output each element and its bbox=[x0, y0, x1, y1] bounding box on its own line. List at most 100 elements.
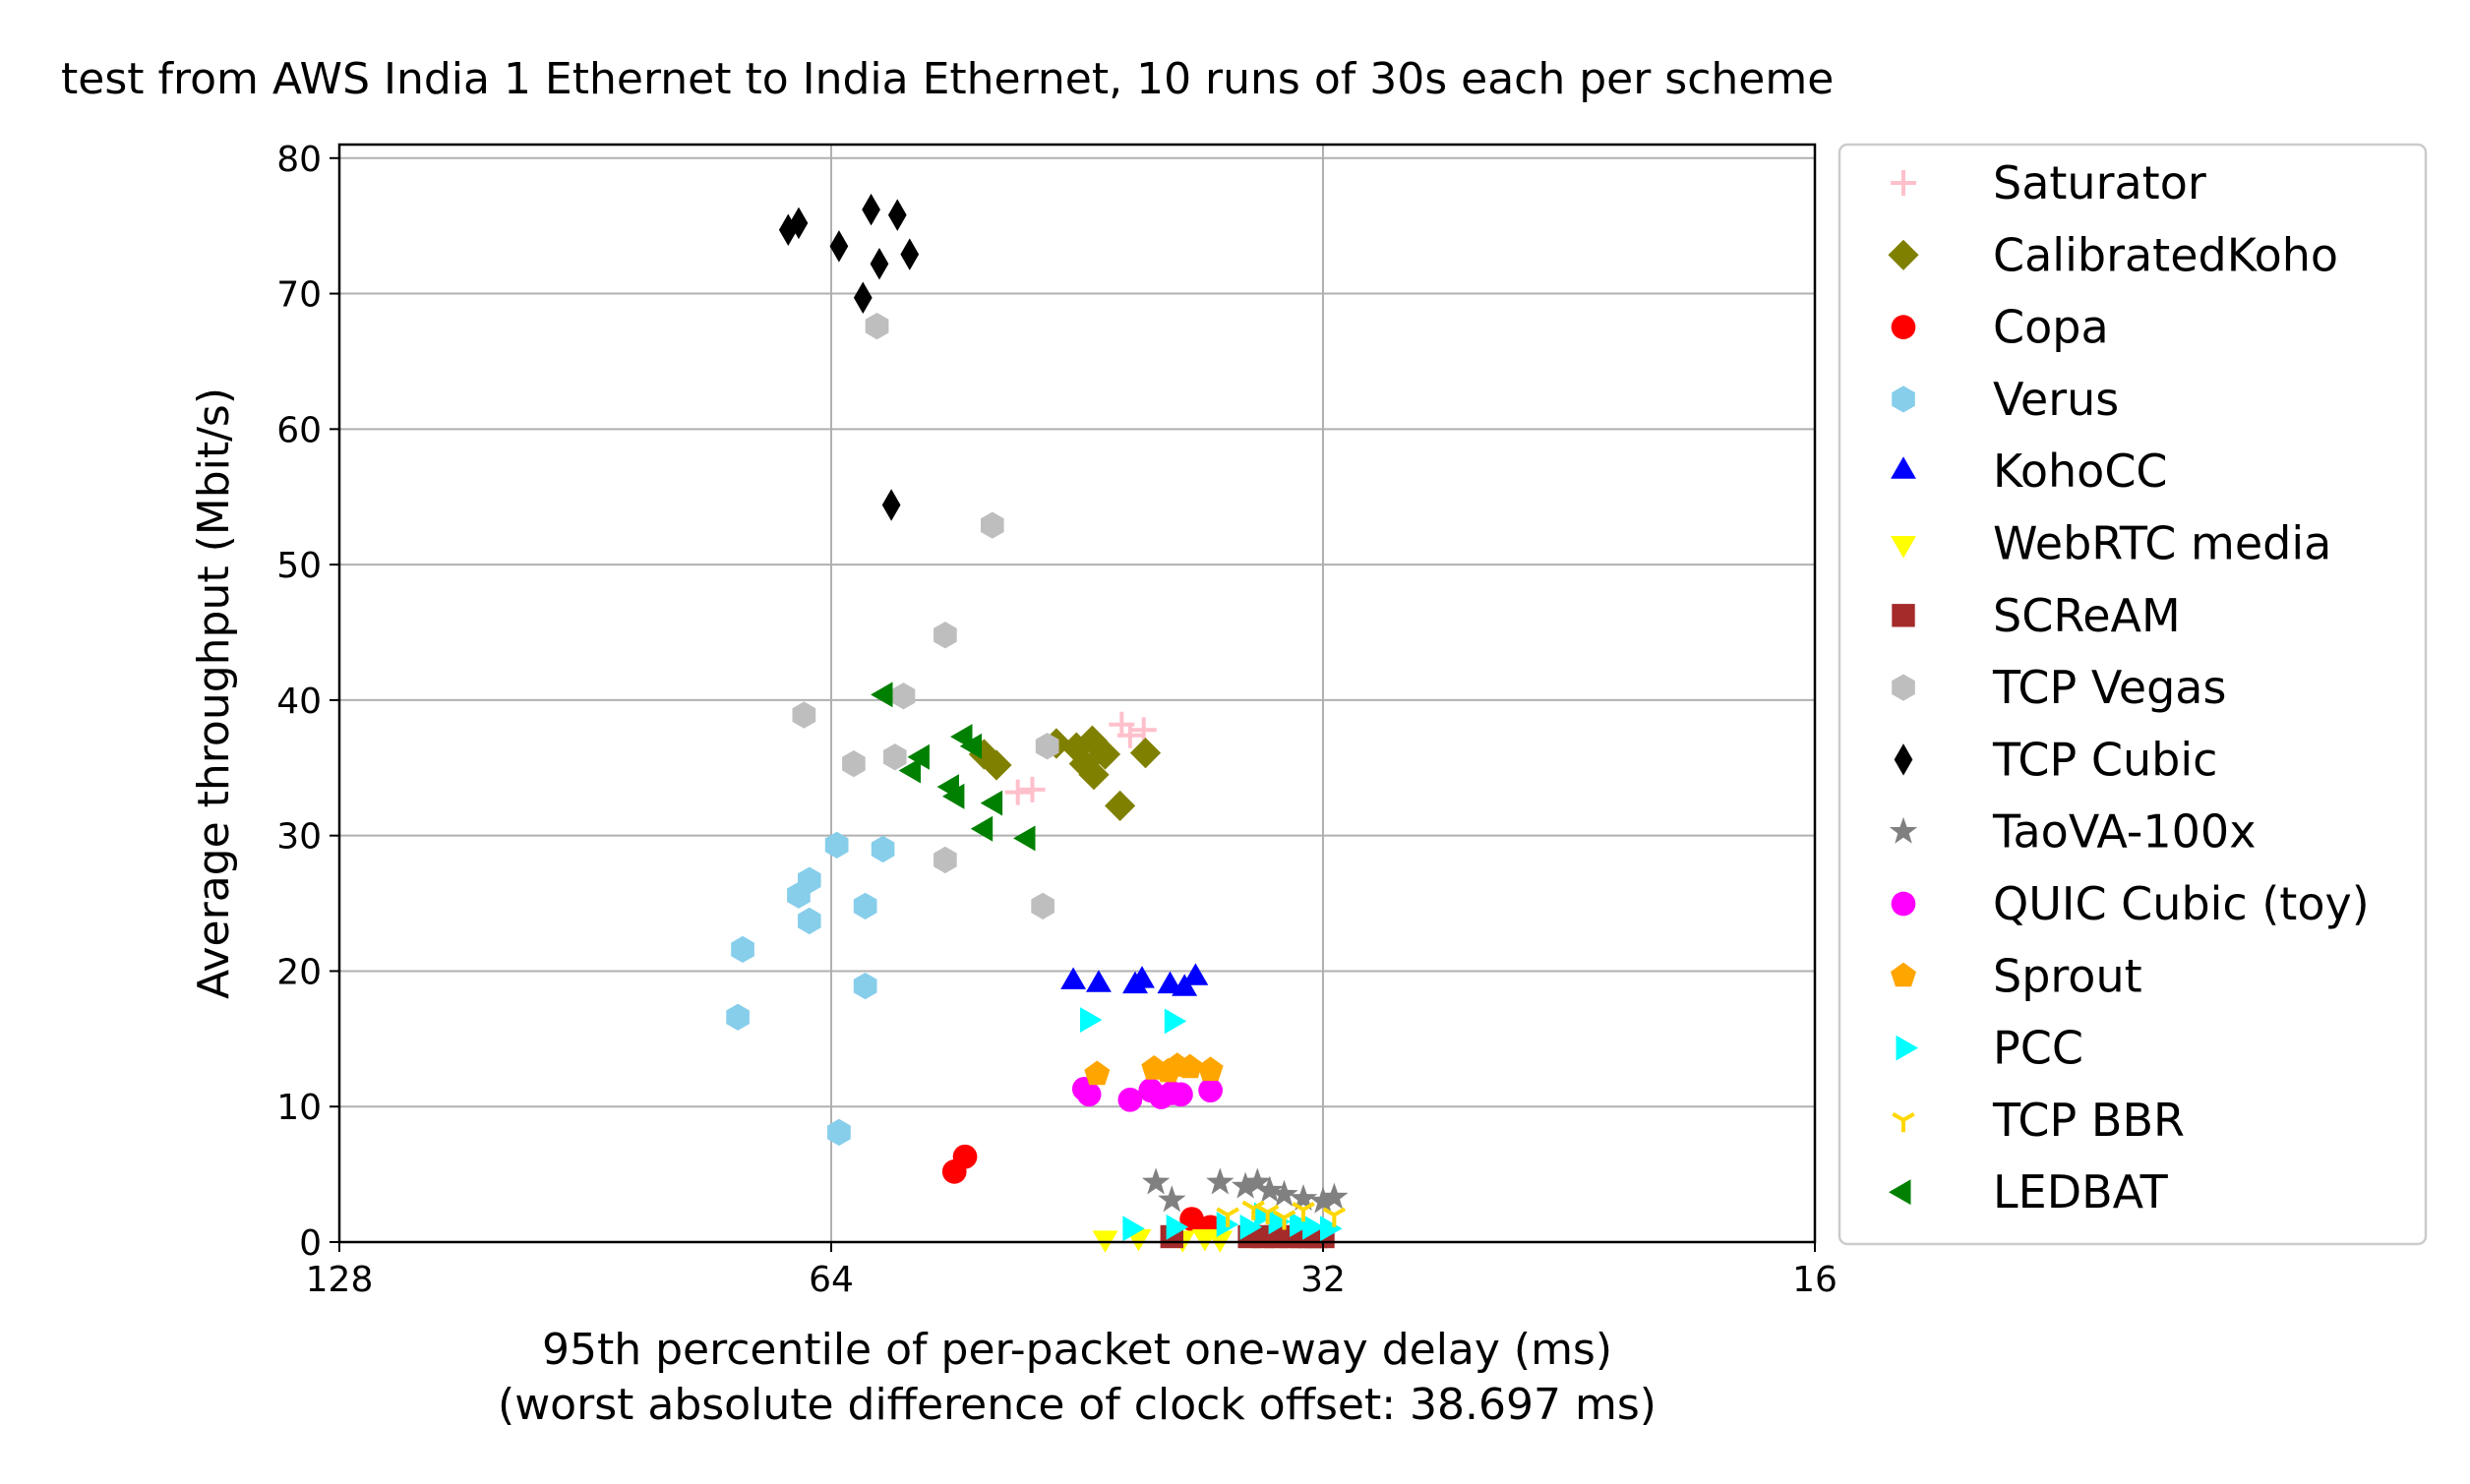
x-tick-label: 128 bbox=[306, 1260, 374, 1300]
legend-marker bbox=[1892, 1111, 1915, 1133]
data-point bbox=[907, 743, 930, 770]
legend-marker bbox=[1889, 1179, 1911, 1206]
legend-marker bbox=[1891, 536, 1916, 559]
legend-item-taova-100x: TaoVA-100x bbox=[1889, 805, 2256, 859]
data-point bbox=[1086, 970, 1112, 992]
data-point bbox=[1182, 963, 1209, 985]
y-tick-label: 50 bbox=[276, 546, 322, 586]
data-point bbox=[1243, 1167, 1272, 1195]
data-point bbox=[778, 213, 798, 247]
legend-label: Saturator bbox=[1993, 156, 2206, 209]
data-point bbox=[1255, 1175, 1284, 1203]
data-point bbox=[792, 701, 816, 729]
y-tick-label: 80 bbox=[276, 140, 322, 180]
y-tick-label: 30 bbox=[276, 817, 322, 858]
data-point bbox=[1164, 1008, 1187, 1035]
series-tcp-vegas bbox=[792, 313, 1059, 920]
legend-item-tcp-bbr: TCP BBR bbox=[1892, 1094, 2185, 1147]
data-point bbox=[1031, 892, 1054, 920]
data-point bbox=[1116, 722, 1143, 748]
series-tcp-bbr bbox=[1216, 1200, 1347, 1230]
data-point bbox=[829, 230, 849, 263]
legend-label: Copa bbox=[1993, 301, 2109, 354]
gridlines bbox=[339, 145, 1815, 1242]
data-point bbox=[1157, 971, 1183, 994]
legend-label: TCP Cubic bbox=[1992, 733, 2217, 786]
legend-marker bbox=[1896, 1035, 1918, 1061]
x-axis-note: (worst absolute difference of clock offs… bbox=[498, 1380, 1657, 1430]
data-point bbox=[1197, 1056, 1224, 1082]
data-point bbox=[934, 622, 957, 649]
data-point bbox=[726, 1003, 750, 1031]
data-point bbox=[1078, 759, 1110, 791]
legend-label: TCP Vegas bbox=[1992, 661, 2226, 714]
legend-marker bbox=[1894, 743, 1913, 776]
plot-frame bbox=[337, 143, 1817, 1244]
series-verus bbox=[726, 831, 895, 1147]
data-point bbox=[1322, 1207, 1347, 1227]
legend-item-calibratedkoho: CalibratedKoho bbox=[1888, 228, 2338, 281]
axis-ticks: 128 64 32 16 0 10 20 30 40 50 60 70 80 bbox=[276, 140, 1837, 1300]
data-point bbox=[787, 881, 811, 909]
data-point bbox=[1302, 1214, 1325, 1240]
data-point bbox=[853, 281, 873, 314]
data-point bbox=[1013, 825, 1036, 852]
data-point bbox=[1129, 966, 1155, 988]
y-tick-label: 60 bbox=[276, 410, 322, 450]
legend-label: SCReAM bbox=[1993, 589, 2181, 642]
data-point bbox=[1166, 1214, 1189, 1240]
data-point bbox=[1216, 1207, 1239, 1227]
legend-item-verus: Verus bbox=[1892, 373, 2119, 426]
data-point bbox=[1105, 790, 1136, 821]
data-point bbox=[827, 1118, 851, 1147]
data-point bbox=[1084, 1060, 1111, 1086]
data-point bbox=[1289, 1184, 1318, 1211]
data-point bbox=[842, 750, 866, 778]
legend-item-kohocc: KohoCC bbox=[1891, 445, 2168, 498]
legend-label: KohoCC bbox=[1993, 445, 2168, 498]
legend-item-saturator: Saturator bbox=[1891, 156, 2206, 209]
data-point bbox=[980, 790, 1003, 816]
data-point bbox=[952, 1144, 978, 1169]
data-point bbox=[959, 733, 983, 759]
legend-item-ledbat: LEDBAT bbox=[1889, 1165, 2169, 1218]
data-point bbox=[898, 757, 921, 784]
data-point bbox=[798, 907, 821, 935]
data-point bbox=[970, 815, 994, 842]
y-tick-label: 40 bbox=[276, 682, 322, 722]
data-point bbox=[887, 199, 907, 231]
legend-label: Verus bbox=[1993, 373, 2119, 426]
legend-box bbox=[1837, 143, 2428, 1246]
data-point bbox=[1004, 779, 1031, 805]
data-point bbox=[871, 835, 895, 863]
series-saturator bbox=[1004, 711, 1157, 805]
data-point bbox=[881, 489, 901, 521]
legend-marker bbox=[1888, 239, 1919, 270]
series-taova-100x bbox=[1141, 1167, 1349, 1214]
data-point bbox=[883, 743, 907, 771]
legend-label: QUIC Cubic (toy) bbox=[1993, 877, 2370, 930]
x-tick-label: 16 bbox=[1792, 1260, 1837, 1300]
data-point bbox=[1290, 1212, 1312, 1237]
legend-item-webrtc-media: WebRTC media bbox=[1891, 517, 2331, 570]
y-tick-label: 0 bbox=[299, 1223, 322, 1264]
x-tick-label: 64 bbox=[809, 1260, 854, 1300]
data-point bbox=[1320, 1216, 1343, 1242]
legend-label: TCP BBR bbox=[1992, 1094, 2185, 1147]
data-point bbox=[731, 935, 754, 963]
x-axis-label: 95th percentile of per-packet one-way de… bbox=[542, 1325, 1612, 1375]
legend-item-tcp-vegas: TCP Vegas bbox=[1892, 661, 2226, 714]
legend-marker bbox=[1891, 962, 1916, 987]
data-point bbox=[1176, 1053, 1203, 1079]
data-point bbox=[1141, 1167, 1171, 1195]
series-sprout bbox=[1084, 1052, 1224, 1086]
legend-label: PCC bbox=[1993, 1022, 2083, 1075]
data-point bbox=[1268, 1209, 1291, 1235]
legend-marker bbox=[1891, 456, 1916, 479]
series-kohocc bbox=[1060, 963, 1209, 996]
data-point bbox=[1130, 717, 1157, 743]
legend-item-scream: SCReAM bbox=[1892, 589, 2181, 642]
legend-label: CalibratedKoho bbox=[1993, 228, 2338, 281]
data-point bbox=[1272, 1210, 1296, 1230]
